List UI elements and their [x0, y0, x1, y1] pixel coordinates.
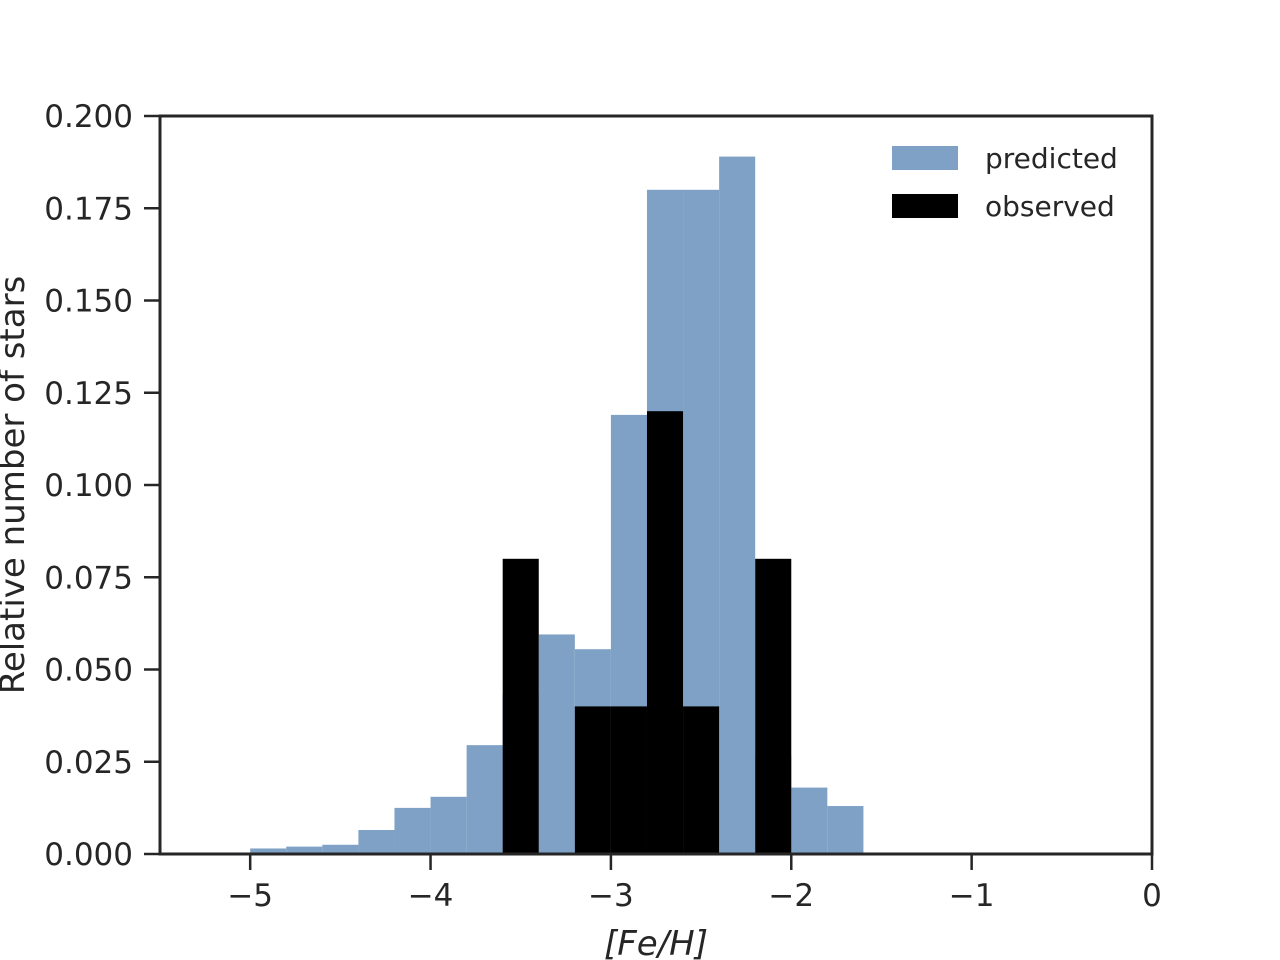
observed-series-bars	[502, 411, 792, 854]
y-tick-label: 0.200	[44, 99, 133, 135]
y-tick-label: 0.075	[44, 560, 133, 596]
observed-bar-4	[683, 706, 720, 854]
predicted-bar-4	[394, 807, 431, 855]
predicted-bar-16	[827, 806, 864, 854]
predicted-bar-5	[430, 796, 467, 854]
y-tick-label: 0.000	[44, 837, 133, 873]
x-tick-label: 0	[1142, 878, 1162, 914]
predicted-bar-3	[358, 830, 395, 854]
y-tick-label: 0.050	[44, 653, 133, 689]
x-tick-label: −3	[588, 878, 634, 914]
plot-frame	[158, 114, 1154, 856]
y-tick-label: 0.150	[44, 284, 133, 320]
x-tick-label: −1	[949, 878, 995, 914]
legend-label-observed: observed	[985, 190, 1115, 223]
predicted-bar-0	[250, 848, 287, 854]
observed-bar-0	[502, 558, 539, 854]
predicted-bar-15	[791, 787, 828, 854]
legend-label-predicted: predicted	[985, 142, 1118, 175]
predicted-bar-6	[466, 745, 503, 854]
predicted-bar-13	[719, 156, 756, 855]
y-tick-label: 0.100	[44, 468, 133, 504]
x-axis-label: [Fe/H]	[604, 924, 708, 960]
legend: predicted observed	[892, 142, 1118, 223]
x-tick-label: −2	[768, 878, 814, 914]
predicted-bar-8	[538, 634, 575, 854]
y-tick-label: 0.025	[44, 745, 133, 781]
x-axis: −5 −4 −3 −2 −1 0	[227, 854, 1162, 914]
y-tick-label: 0.175	[44, 191, 133, 227]
predicted-bar-1	[286, 846, 323, 854]
x-tick-label: −4	[408, 878, 454, 914]
observed-bar-3	[646, 411, 684, 854]
observed-bar-2	[610, 706, 647, 854]
y-axis-label: Relative number of stars	[0, 276, 33, 695]
y-axis: 0.000 0.025 0.050 0.075 0.100 0.125 0.150 0.175…	[44, 99, 160, 873]
observed-bar-1	[574, 706, 611, 854]
observed-bar-5	[755, 558, 792, 854]
y-tick-label: 0.125	[44, 376, 133, 412]
predicted-bar-2	[322, 844, 359, 854]
legend-swatch-observed	[892, 194, 958, 218]
x-tick-label: −5	[227, 878, 273, 914]
legend-swatch-predicted	[892, 146, 958, 170]
